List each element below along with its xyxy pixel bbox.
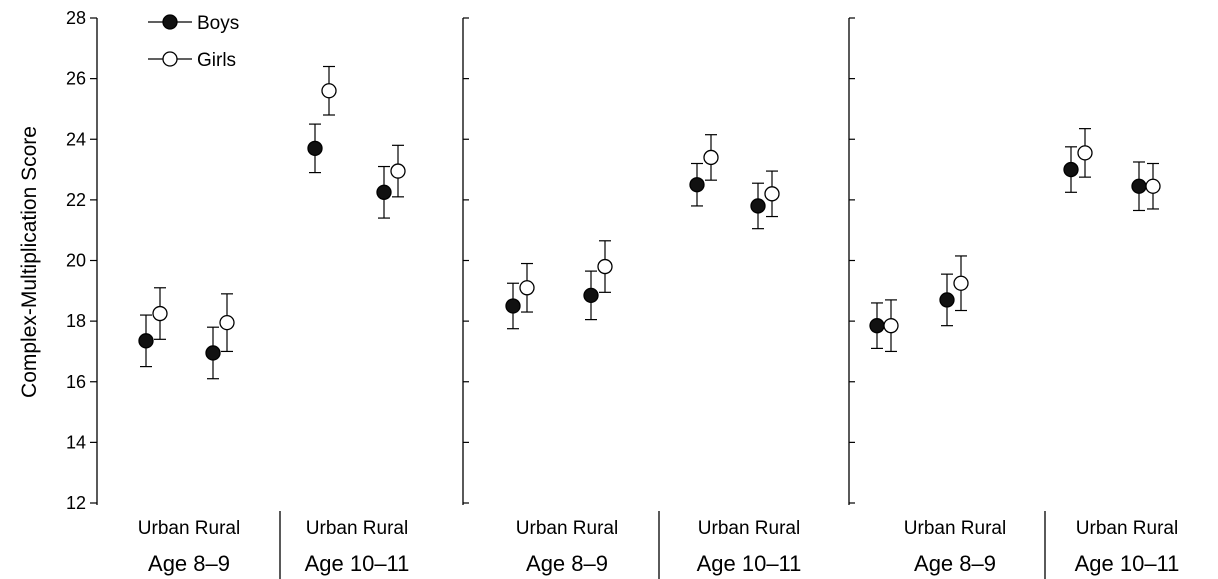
open-circle-marker: [1145, 178, 1161, 194]
y-tick-label: 14: [66, 432, 86, 452]
group-label: Age 8–9: [526, 551, 608, 576]
boys-point: [939, 273, 955, 327]
filled-circle-marker: [689, 177, 705, 193]
y-tick-label: 22: [66, 190, 86, 210]
filled-circle-marker: [750, 198, 766, 214]
filled-circle-marker: [307, 140, 323, 156]
group-label: Age 8–9: [914, 551, 996, 576]
boys-point: [307, 123, 323, 174]
category-label: Urban Rural: [698, 518, 800, 539]
y-tick-label: 28: [66, 8, 86, 28]
girls-point: [390, 144, 406, 198]
boys-point: [583, 270, 599, 321]
open-circle-marker: [321, 83, 337, 99]
boys-point: [505, 282, 521, 330]
legend: Boys Girls: [148, 13, 239, 71]
girls-point: [597, 240, 613, 293]
chart-panel-2: Urban Rural Age 8–9 Urban Rural Age 10–11: [462, 17, 802, 579]
y-axis-label: Complex-Multiplication Score: [18, 126, 41, 398]
y-tick-label: 12: [66, 493, 86, 513]
y-tick-label: 18: [66, 311, 86, 331]
girls-point: [219, 293, 235, 353]
category-label: Urban Rural: [306, 518, 408, 539]
filled-circle-marker: [376, 184, 392, 200]
girls-point: [883, 299, 899, 353]
boys-point: [1063, 146, 1079, 193]
boys-point: [1131, 161, 1147, 212]
group-label: Age 10–11: [697, 551, 802, 576]
filled-circle-marker: [1063, 161, 1079, 178]
legend-filled-marker: [162, 14, 178, 30]
girls-point: [321, 65, 337, 116]
girls-point: [1077, 128, 1093, 178]
boys-point: [689, 162, 705, 207]
legend-label: Girls: [197, 50, 236, 71]
boys-point: [750, 182, 766, 230]
y-tick-label: 20: [66, 251, 86, 271]
filled-circle-marker: [1131, 178, 1147, 194]
open-circle-marker: [1077, 145, 1093, 161]
category-label: Urban Rural: [1076, 518, 1178, 539]
category-label: Urban Rural: [904, 518, 1006, 539]
category-label: Urban Rural: [516, 518, 618, 539]
group-label: Age 10–11: [1075, 551, 1180, 576]
girls-point: [953, 255, 969, 312]
filled-circle-marker: [939, 292, 955, 308]
boys-point: [205, 326, 221, 380]
y-tick-label: 26: [66, 69, 86, 89]
open-circle-marker: [764, 186, 780, 202]
filled-circle-marker: [138, 333, 154, 349]
girls-point: [519, 262, 535, 313]
boys-point: [376, 165, 392, 219]
category-label: Urban Rural: [138, 518, 240, 539]
legend-open-marker: [162, 51, 178, 67]
y-tick-label: 24: [66, 129, 86, 149]
open-circle-marker: [152, 305, 168, 322]
girls-point: [1145, 162, 1161, 210]
open-circle-marker: [883, 318, 899, 334]
boys-point: [138, 314, 154, 368]
group-label: Age 10–11: [305, 551, 410, 576]
open-circle-marker: [703, 149, 719, 166]
open-circle-marker: [519, 280, 535, 296]
girls-point: [703, 134, 719, 181]
chart-panel-3: Urban Rural Age 8–9 Urban Rural Age 10–11: [848, 17, 1180, 579]
open-circle-marker: [390, 163, 406, 179]
open-circle-marker: [953, 275, 969, 291]
legend-label: Boys: [197, 13, 239, 34]
girls-point: [764, 170, 780, 218]
filled-circle-marker: [869, 318, 885, 334]
filled-circle-marker: [505, 298, 521, 314]
chart-panel-1: 12 14 16 18 20 22 24 26 28 Urban Rural Age 8–9 Urba…: [66, 8, 409, 579]
group-label: Age 8–9: [148, 551, 230, 576]
open-circle-marker: [597, 258, 613, 275]
filled-circle-marker: [205, 345, 221, 361]
boys-point: [869, 302, 885, 350]
y-tick-label: 16: [66, 372, 86, 392]
girls-point: [152, 287, 168, 340]
open-circle-marker: [219, 314, 235, 331]
filled-circle-marker: [583, 287, 599, 304]
